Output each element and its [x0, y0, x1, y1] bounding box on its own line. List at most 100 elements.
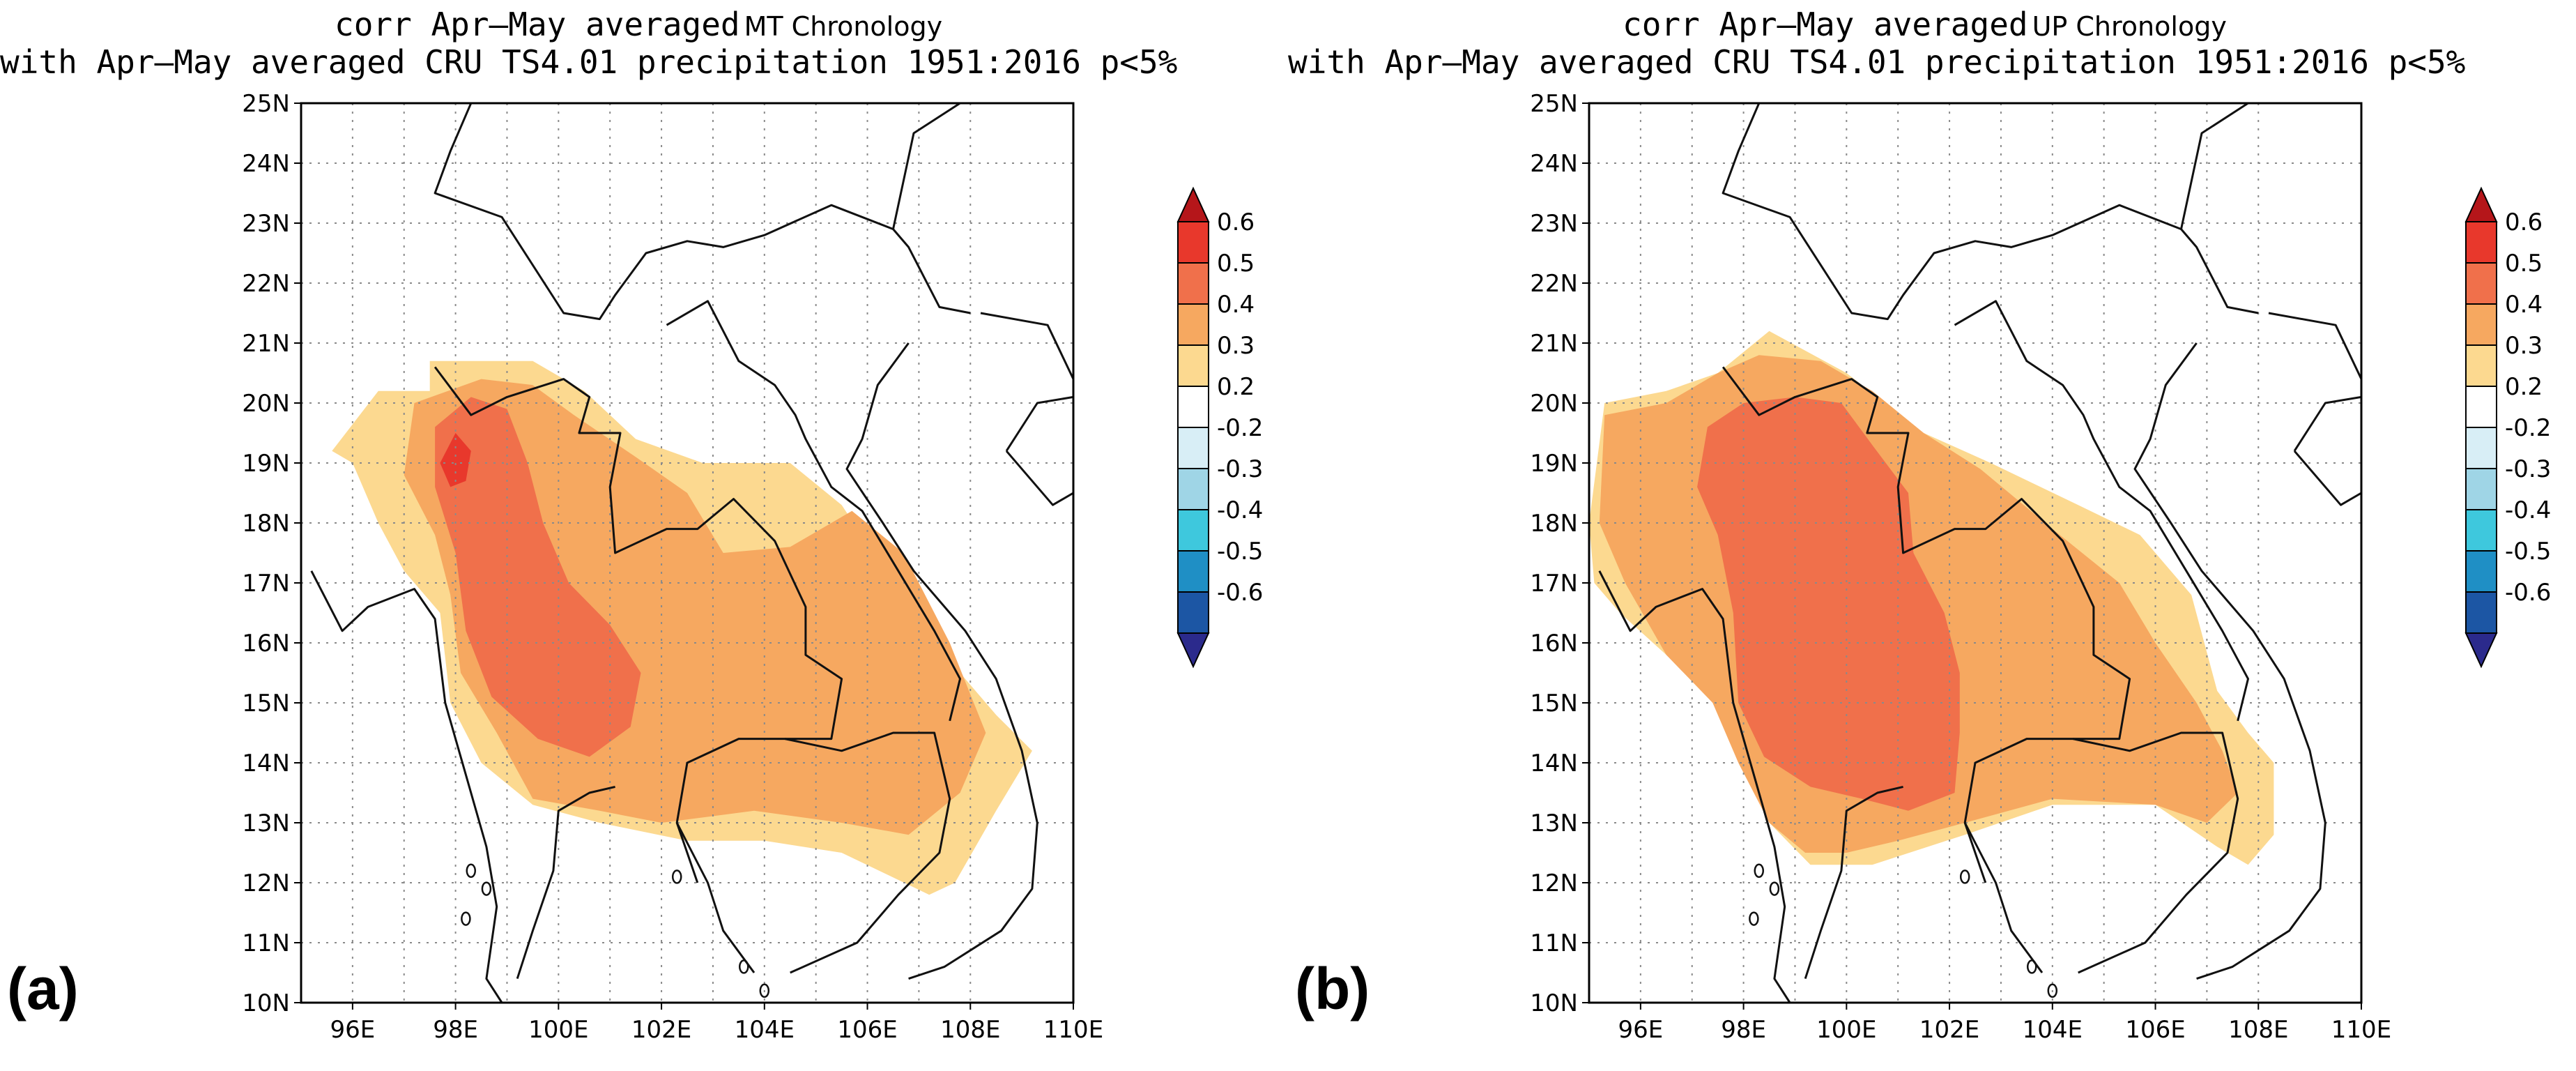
colorbar-tick-label: -0.4	[2505, 496, 2551, 524]
lat-tick-label: 21N	[1530, 330, 1578, 358]
colorbar-swatch	[2465, 262, 2497, 305]
panel-label: (b)	[1295, 956, 1370, 1021]
colorbar-tick-label: 0.4	[1217, 291, 1255, 319]
plot-frame	[1588, 102, 2363, 1004]
country-borders	[1598, 103, 2361, 1003]
lat-tick-label: 13N	[1530, 810, 1578, 837]
border-line	[2268, 312, 2361, 380]
colorbar-swatch	[1177, 591, 1209, 634]
lat-tick-label: 23N	[1530, 210, 1578, 238]
lon-tick-label: 108E	[2228, 1016, 2288, 1044]
border-line	[1005, 395, 1073, 452]
island-outline	[2027, 959, 2037, 974]
border-line	[2133, 342, 2326, 980]
colorbar-tick-label: -0.5	[1217, 538, 1263, 565]
panel-title-line1: corr Apr–May averaged MT Chronology	[335, 6, 943, 43]
panel-b: corr Apr–May averaged UP Chronology with …	[1288, 0, 2576, 1071]
border-line	[666, 300, 961, 722]
correlation-field	[1589, 331, 2274, 865]
border-line	[2180, 103, 2249, 229]
island-outline	[481, 881, 492, 896]
colorbar-swatch	[2465, 221, 2497, 264]
lat-tick-label: 24N	[242, 150, 290, 178]
colorbar-tick-label: 0.2	[1217, 373, 1255, 401]
lat-tick-label: 11N	[1530, 929, 1578, 957]
lat-tick-label: 14N	[242, 750, 290, 777]
border-line	[2293, 395, 2361, 452]
border-line	[1722, 103, 2259, 321]
lon-tick-label: 108E	[940, 1016, 1000, 1044]
border-line	[1005, 450, 1073, 506]
lon-tick-label: 110E	[2331, 1016, 2391, 1044]
colorbar-swatch	[2465, 386, 2497, 428]
border-line	[784, 731, 951, 974]
colorbar-arrow-top	[2464, 186, 2498, 222]
plot-frame	[300, 102, 1075, 1004]
border-line	[434, 103, 971, 321]
colorbar-tick-label: 0.3	[1217, 332, 1255, 360]
correlation-field	[332, 360, 1032, 895]
colorbar-swatch	[1177, 427, 1209, 469]
correlation-contour-0p5	[440, 433, 471, 487]
colorbar-swatch	[2465, 550, 2497, 593]
colorbar-swatch	[1177, 303, 1209, 346]
border-line	[434, 366, 843, 883]
island-outline	[1769, 881, 1780, 896]
border-line	[1804, 785, 1903, 980]
lon-tick-label: 104E	[2023, 1016, 2083, 1044]
colorbar-arrow-bottom	[2464, 632, 2498, 669]
colorbar-swatch	[2465, 303, 2497, 346]
colorbar-swatch	[2465, 427, 2497, 469]
colorbar-swatch	[1177, 550, 1209, 593]
lat-tick-label: 22N	[242, 270, 290, 298]
lat-tick-label: 12N	[1530, 869, 1578, 897]
border-line	[310, 570, 503, 1003]
colorbar-swatch	[1177, 509, 1209, 552]
panel-title-line2: with Apr–May averaged CRU TS4.01 precipi…	[0, 43, 1178, 81]
lat-tick-label: 20N	[242, 390, 290, 418]
lon-tick-label: 96E	[330, 1016, 375, 1044]
colorbar-swatch	[2465, 344, 2497, 387]
chronology-label: MT Chronology	[744, 11, 943, 42]
lon-tick-label: 100E	[528, 1016, 588, 1044]
correlation-contour-0p4	[435, 397, 641, 757]
panel-label: (a)	[7, 956, 79, 1021]
lon-tick-label: 96E	[1618, 1016, 1663, 1044]
colorbar: 0.6 0.5 0.4 0.3 0.2 -0.2 -0.3 -0.4 -0.5 -0.6	[1176, 186, 1263, 669]
border-line	[1954, 300, 2249, 722]
lat-tick-label: 17N	[1530, 570, 1578, 598]
border-line	[2293, 450, 2361, 506]
colorbar-tick-label: 0.2	[2505, 373, 2543, 401]
lat-tick-label: 18N	[1530, 510, 1578, 538]
lat-tick-label: 19N	[242, 450, 290, 478]
lon-tick-label: 98E	[1721, 1016, 1766, 1044]
island-outline	[461, 911, 471, 926]
colorbar-arrow-bottom	[1176, 632, 1210, 669]
colorbar-tick-label: -0.6	[2505, 579, 2551, 607]
lat-tick-label: 17N	[242, 570, 290, 598]
border-line	[1598, 570, 1791, 1003]
colorbar: 0.6 0.5 0.4 0.3 0.2 -0.2 -0.3 -0.4 -0.5 -0.6	[2464, 186, 2551, 669]
lat-tick-label: 23N	[242, 210, 290, 238]
gridlines	[301, 103, 1073, 1003]
island-outline	[1754, 863, 1765, 879]
lon-tick-label: 100E	[1816, 1016, 1876, 1044]
colorbar-tick-label: -0.2	[1217, 414, 1263, 442]
colorbar-tick-label: -0.4	[1217, 496, 1263, 524]
island-outline	[1959, 869, 1970, 884]
lat-tick-label: 10N	[242, 989, 290, 1017]
colorbar-tick-label: -0.3	[1217, 455, 1263, 483]
lat-tick-label: 16N	[1530, 630, 1578, 658]
lat-tick-label: 20N	[1530, 390, 1578, 418]
colorbar-tick-label: 0.5	[1217, 250, 1255, 278]
border-line	[2072, 731, 2239, 974]
border-line	[892, 103, 961, 229]
lat-tick-label: 25N	[1530, 90, 1578, 118]
lat-tick-label: 14N	[1530, 750, 1578, 777]
lat-tick-label: 24N	[1530, 150, 1578, 178]
colorbar-tick-label: 0.3	[2505, 332, 2543, 360]
colorbar-swatch	[2465, 468, 2497, 510]
colorbar-swatch	[1177, 221, 1209, 264]
lat-tick-label: 22N	[1530, 270, 1578, 298]
lat-tick-label: 11N	[242, 929, 290, 957]
